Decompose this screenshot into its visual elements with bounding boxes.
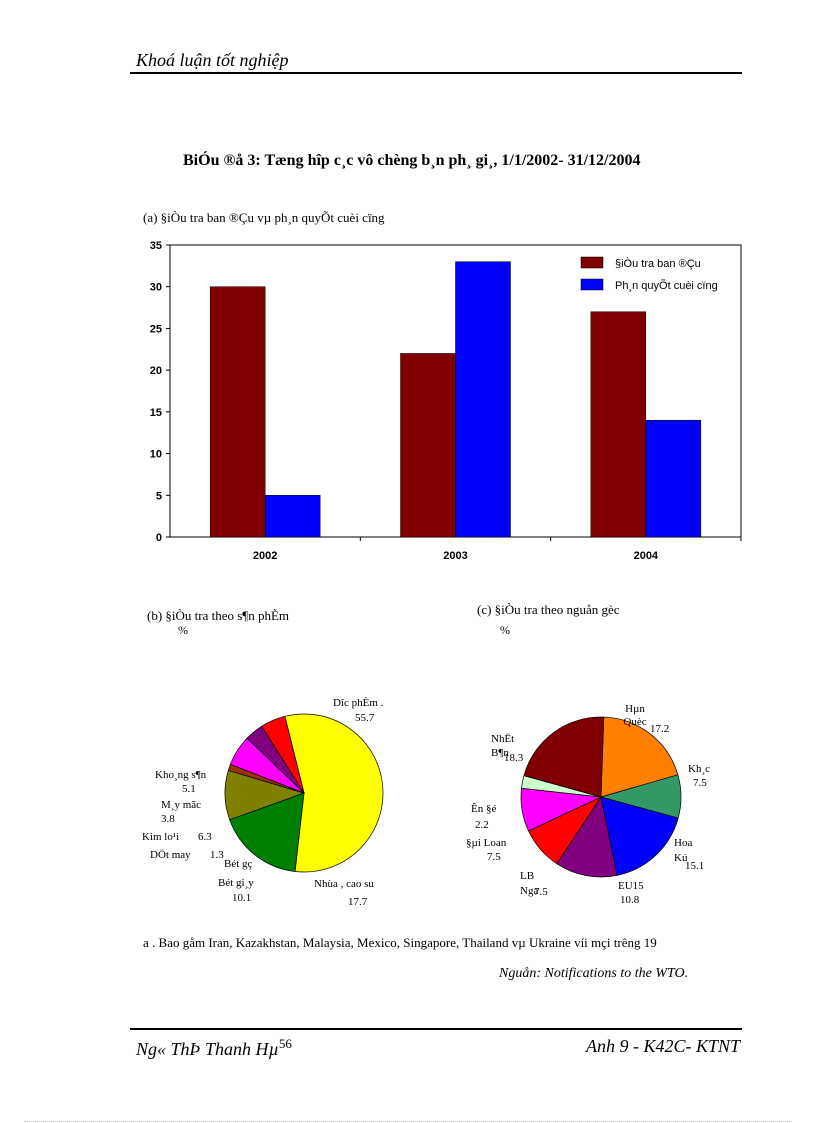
piec-value-japan: 18.3 xyxy=(504,752,524,764)
y-tick-label: 10 xyxy=(150,449,162,461)
document-header: Khoá luận tốt nghiệp xyxy=(136,50,289,70)
bar-2004-initial xyxy=(590,311,647,538)
bar-2003-initial xyxy=(400,353,456,538)
y-tick-label: 30 xyxy=(150,282,162,294)
panel-a-label: (a) §iÒu tra ban ®Çu vµ ph¸n quyÕt cuèi … xyxy=(143,210,385,225)
footer-author-name: Ng« ThÞ Thanh Hµ xyxy=(136,1039,279,1059)
legend-swatch-final xyxy=(580,278,604,291)
pieb-value-machinery: 3.8 xyxy=(161,813,175,825)
pie-origin-slice-2 xyxy=(600,796,679,876)
pieb-value-metal: 6.3 xyxy=(198,831,212,843)
bar-2002-final xyxy=(264,495,321,538)
x-tick-label-2004: 2004 xyxy=(634,550,659,562)
piec-label-india: Ên §é xyxy=(471,803,497,815)
piec-value-india: 2.2 xyxy=(475,819,489,831)
panel-c-label: (c) §iÒu tra theo nguån gèc xyxy=(477,602,620,617)
bar-2003-final xyxy=(455,261,511,538)
y-tick-label: 0 xyxy=(156,532,162,544)
legend-swatch-initial xyxy=(580,256,604,269)
chart-legend: §iÒ­u tra ban ®Çu Ph¸n quyÕt cuèi cïng xyxy=(580,256,718,292)
piec-value-other: 7.5 xyxy=(693,777,707,789)
page-number: 56 xyxy=(278,1036,292,1051)
source-note: Nguån: Notifications to the WTO. xyxy=(499,966,689,981)
pieb-value-paperpulp: 10.1 xyxy=(232,892,252,904)
pieb-label-metal: Kim lo¹i xyxy=(142,831,180,843)
panel-c-unit: % xyxy=(500,623,510,637)
pie-origin-slice-0 xyxy=(600,716,679,798)
pie-product-slice-0 xyxy=(284,713,384,873)
bar-chart: 0 5 10 15 20 25 30 35 2002 2003 2004 §iÒ­u tra ba… xyxy=(150,240,742,562)
legend-label-final: Ph¸n quyÕt cuèi cïng xyxy=(615,279,718,292)
y-tick-label: 5 xyxy=(156,490,162,502)
pie-origin-slice-7 xyxy=(523,716,605,798)
bar-2004-final xyxy=(645,419,702,538)
pie-origin-slice-3 xyxy=(556,796,618,878)
pieb-label-pharma: Dîc phÈm . xyxy=(333,697,384,709)
pieb-value-textile: 1.3 xyxy=(210,849,224,861)
legend-label-initial: §iÒ­u tra ban ®Çu xyxy=(615,257,701,270)
footnote: a . Bao gåm Iran, Kazakhstan, Malaysia, … xyxy=(143,935,657,950)
piec-label-usa: Hoa Kú xyxy=(674,837,693,864)
piec-value-taiwan: 7.5 xyxy=(487,851,501,863)
y-tick-label: 15 xyxy=(150,407,162,419)
footer-rule xyxy=(130,1028,742,1030)
page-edge xyxy=(24,1121,792,1122)
piec-label-other: Kh¸c xyxy=(688,763,710,775)
panel-b-unit: % xyxy=(178,623,188,637)
header-rule xyxy=(130,72,742,74)
piec-label-korea: Hµn Quèc xyxy=(623,703,647,728)
pie-product-slice-1 xyxy=(229,792,305,872)
pieb-value-plastic: 17.7 xyxy=(348,896,368,908)
x-tick-label-2002: 2002 xyxy=(253,550,277,562)
pieb-value-pharma: 55.7 xyxy=(355,712,375,724)
figure-title: BiÓu ®å 3: Tæng hîp c¸c vô chèng b¸n ph¸… xyxy=(183,152,641,169)
pie-product-slice-6 xyxy=(261,715,305,794)
piec-value-korea: 17.2 xyxy=(650,723,670,735)
pieb-label-paperpulp: Bét gi¸y xyxy=(218,877,254,889)
y-tick-label: 20 xyxy=(150,365,162,377)
panel-b-label: (b) §iÒu tra theo s¶n phÈm xyxy=(147,608,290,623)
pieb-value-minerals: 5.1 xyxy=(182,783,196,795)
pieb-label-machinery: M¸y mãc xyxy=(161,799,202,811)
piec-label-japan: NhËt B¶n xyxy=(491,733,515,759)
piec-value-eu: 10.8 xyxy=(620,894,640,906)
piec-label-russia: LB Nga xyxy=(520,870,539,897)
bar-2002-initial xyxy=(209,286,266,538)
piec-label-eu: EU15 xyxy=(618,880,644,892)
y-tick-label: 25 xyxy=(150,323,162,335)
footer-class: Anh 9 - K42C- KTNT xyxy=(585,1036,740,1056)
piec-value-russia: 7.5 xyxy=(534,886,548,898)
piec-label-taiwan: §µi Loan xyxy=(466,837,507,849)
pieb-label-textile: DÖt may xyxy=(150,849,191,861)
x-tick-label-2003: 2003 xyxy=(443,550,467,562)
piec-value-usa: 15.1 xyxy=(685,860,705,872)
footer-author: Ng« ThÞ Thanh Hµ56 xyxy=(136,1036,292,1060)
pieb-label-plastic: Nhùa , cao su xyxy=(314,878,374,890)
y-tick-label: 35 xyxy=(150,240,162,252)
pieb-label-minerals: Kho¸ng s¶n xyxy=(155,769,207,781)
pieb-label-woodpulp: Bét gç xyxy=(224,858,253,870)
